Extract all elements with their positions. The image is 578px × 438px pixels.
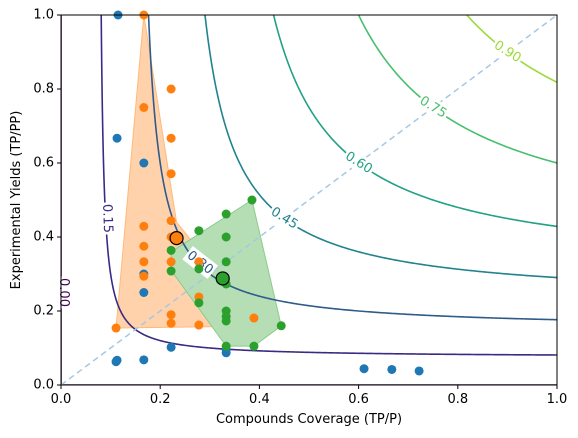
x-axis: 0.0 0.2 0.4 0.6 0.8 1.0 (51, 385, 568, 407)
contour-line-0.90 (465, 15, 557, 83)
y-axis-label: Experimental Yields (TP/PP) (9, 111, 24, 290)
x-axis-label: Compounds Coverage (TP/P) (216, 412, 402, 427)
data-point-series-2 (111, 323, 121, 333)
data-point-series-1 (112, 133, 122, 143)
contour-line-0.30 (147, 15, 557, 321)
data-point-series-1 (111, 357, 121, 367)
data-point-series-2 (166, 310, 176, 320)
data-point-series-2 (249, 313, 259, 323)
data-point-series-2 (166, 84, 176, 94)
data-point-series-2 (166, 216, 176, 226)
data-point-series-1 (166, 342, 176, 352)
data-point-series-2 (139, 103, 149, 112)
data-point-series-2 (194, 320, 204, 330)
data-point-series-3 (221, 316, 231, 326)
data-point-series-2 (166, 318, 176, 328)
y-tick-label: 0.0 (33, 378, 54, 393)
data-point-series-3 (247, 195, 257, 205)
centroid-layer (169, 231, 230, 286)
data-point-series-2 (139, 241, 149, 251)
data-point-series-1 (139, 158, 149, 168)
data-point-series-2 (139, 221, 149, 231)
data-point-series-3 (276, 321, 286, 331)
centroid-marker-3 (215, 271, 230, 286)
data-point-series-3 (221, 257, 231, 267)
data-point-series-3 (221, 232, 231, 242)
contour-label-0.15: 0.15 (99, 204, 115, 233)
y-tick-label: 0.6 (33, 156, 54, 171)
x-tick-label: 0.6 (348, 392, 369, 407)
y-tick-label: 0.4 (33, 230, 54, 245)
data-point-series-3 (221, 209, 231, 219)
data-point-series-1 (414, 366, 424, 376)
data-point-series-3 (221, 341, 231, 351)
x-tick-label: 0.8 (447, 392, 468, 407)
y-tick-label: 0.2 (33, 304, 54, 319)
contour-layer (61, 15, 557, 385)
data-point-series-3 (166, 245, 176, 255)
data-point-series-3 (194, 298, 204, 308)
y-tick-label: 0.8 (33, 82, 54, 97)
data-point-series-2 (139, 257, 149, 267)
data-point-series-3 (166, 266, 176, 276)
data-point-series-1 (139, 355, 149, 365)
x-tick-label: 0.2 (150, 392, 171, 407)
x-tick-label: 0.4 (249, 392, 270, 407)
data-point-series-2 (166, 257, 176, 267)
data-point-series-3 (194, 226, 204, 236)
contour-line-0.45 (204, 15, 557, 279)
diagonal-line (60, 14, 558, 386)
data-point-series-1 (139, 288, 149, 297)
data-point-series-2 (166, 133, 176, 143)
y-tick-label: 1.0 (33, 8, 54, 23)
y-axis: 0.0 0.2 0.4 0.6 0.8 1.0 (33, 8, 61, 393)
data-point-series-1 (359, 364, 369, 374)
data-point-series-3 (249, 341, 259, 351)
contour-line-0.60 (272, 15, 557, 228)
x-tick-label: 0.0 (51, 392, 72, 407)
data-point-series-2 (166, 169, 176, 179)
data-point-series-3 (194, 264, 204, 274)
centroid-marker-2 (169, 231, 184, 246)
plot-frame (60, 14, 558, 386)
data-point-series-2 (194, 257, 204, 267)
data-point-series-1 (387, 364, 397, 374)
point-layer (111, 10, 424, 376)
contour-label-0.00: 0.00 (56, 278, 71, 307)
contour-line-0.15 (100, 15, 557, 356)
data-point-series-2 (139, 271, 149, 281)
x-tick-label: 1.0 (547, 392, 568, 407)
